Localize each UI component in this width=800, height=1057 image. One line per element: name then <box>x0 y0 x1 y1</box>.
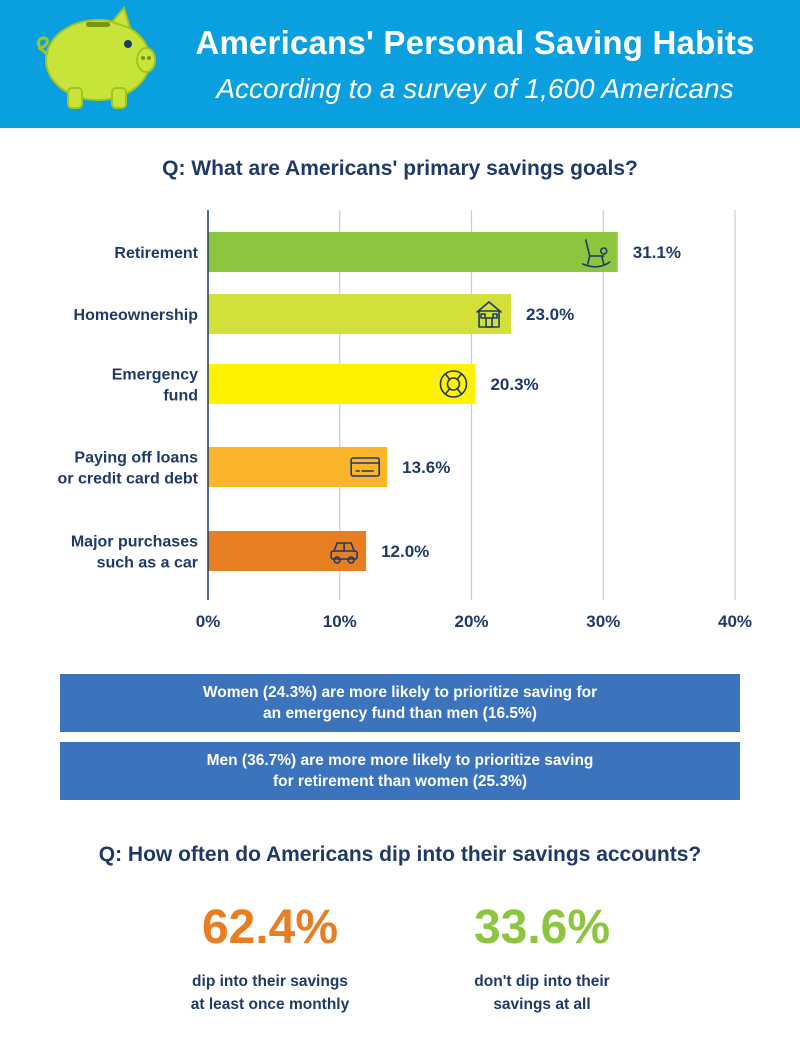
callout-women: Women (24.3%) are more likely to priorit… <box>60 674 740 732</box>
rocking-chair-icon <box>581 239 611 268</box>
x-tick-label-4: 40% <box>718 612 752 631</box>
savings-goals-chart: Retirement Homeownership Emergency fund Payi… <box>58 210 752 631</box>
credit-card-icon <box>350 457 380 477</box>
stat-dip-monthly-desc: dip into their savings at least once mon… <box>150 970 390 1016</box>
stat-dip-monthly-value: 62.4% <box>201 901 339 954</box>
stat-no-dip-desc: don't dip into their savings at all <box>422 970 662 1016</box>
value-label-4: 12.0% <box>381 542 429 561</box>
category-label-4-0: Major purchases <box>71 534 198 551</box>
life-ring-icon <box>439 370 468 398</box>
category-label-3-1: or credit card debt <box>58 471 199 488</box>
value-label-2: 20.3% <box>490 375 538 394</box>
bar-3 <box>208 447 388 487</box>
page-subtitle: According to a survey of 1,600 Americans <box>216 73 734 104</box>
house-icon <box>476 301 502 328</box>
page-title: Americans' Personal Saving Habits <box>195 24 755 61</box>
stat-no-dip-desc-line1: don't dip into their <box>474 973 610 990</box>
piggy-bank-icon <box>37 5 156 109</box>
dip-question: Q: How often do Americans dip into their… <box>98 843 702 866</box>
callout-women-line2: an emergency fund than men (16.5%) <box>263 705 537 722</box>
stat-no-dip-desc-line2: savings at all <box>493 996 591 1013</box>
callout-men: Men (36.7%) are more more likely to prio… <box>60 742 740 800</box>
header-banner: Americans' Personal Saving Habits Accord… <box>0 0 800 128</box>
stat-no-dip-value: 33.6% <box>473 901 611 954</box>
category-label-3-0: Paying off loans <box>74 450 198 467</box>
value-label-0: 31.1% <box>633 243 681 262</box>
value-label-1: 23.0% <box>526 305 574 324</box>
callout-men-line2: for retirement than women (25.3%) <box>272 773 528 790</box>
stat-dip-monthly-desc-line2: at least once monthly <box>190 996 350 1013</box>
category-label-2-1: fund <box>163 388 198 405</box>
x-tick-label-3: 30% <box>586 612 620 631</box>
car-icon <box>330 542 358 564</box>
category-label-4-1: such as a car <box>97 555 198 572</box>
value-label-3: 13.6% <box>402 458 450 477</box>
x-tick-label-2: 20% <box>454 612 488 631</box>
callout-women-line1: Women (24.3%) are more likely to priorit… <box>202 684 598 701</box>
callout-men-line1: Men (36.7%) are more more likely to prio… <box>206 752 594 769</box>
category-label-2-0: Emergency <box>112 367 198 384</box>
x-tick-label-0: 0% <box>196 612 221 631</box>
chart-question: Q: What are Americans' primary savings g… <box>162 157 638 180</box>
stat-dip-monthly-desc-line1: dip into their savings <box>192 973 348 990</box>
bar-0 <box>208 232 618 272</box>
bar-2 <box>208 364 476 404</box>
category-label-0-0: Retirement <box>114 245 198 262</box>
x-tick-label-1: 10% <box>323 612 357 631</box>
bar-1 <box>208 294 512 334</box>
category-label-1-0: Homeownership <box>74 307 199 324</box>
